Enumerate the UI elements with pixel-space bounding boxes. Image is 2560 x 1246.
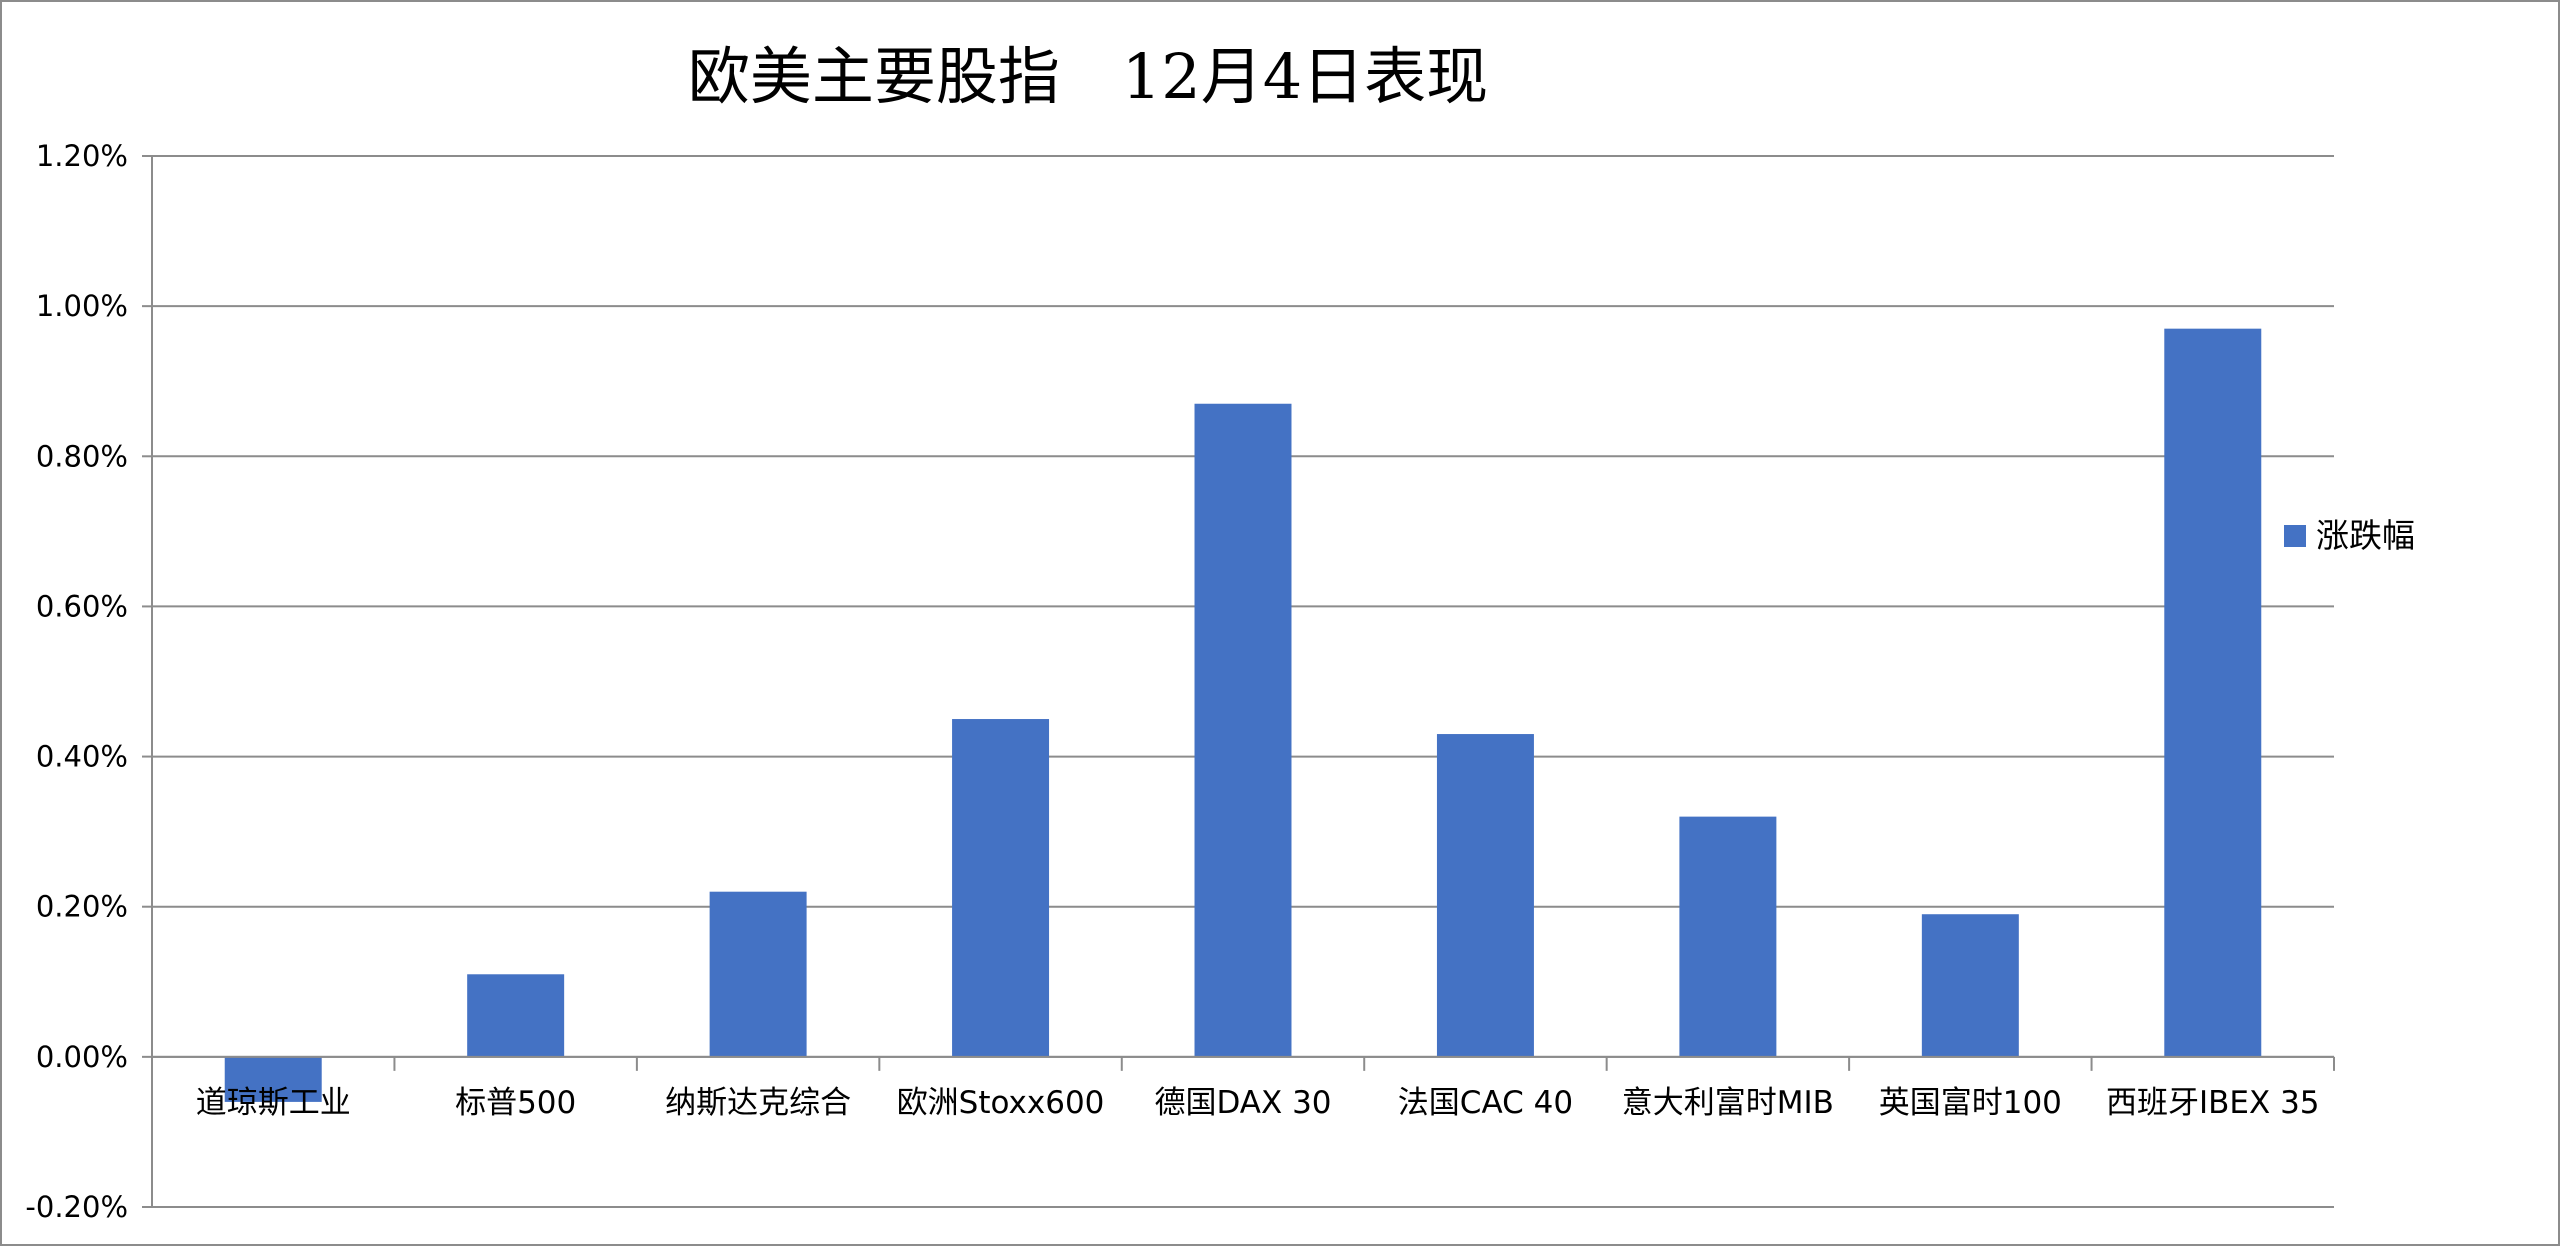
x-category-label: 欧洲Stoxx600	[897, 1085, 1105, 1121]
bar	[1679, 816, 1777, 1057]
x-category-label: 道琼斯工业	[196, 1085, 351, 1121]
y-tick-label: 0.20%	[36, 890, 128, 924]
x-category-labels: 道琼斯工业 标普500 纳斯达克综合 欧洲Stoxx600 德国DAX 30 法国CAC …	[196, 1085, 2320, 1121]
x-category-label: 德国DAX 30	[1154, 1085, 1331, 1121]
y-tick-label: -0.20%	[25, 1190, 128, 1224]
x-category-label: 意大利富时MIB	[1622, 1085, 1834, 1121]
x-category-label: 纳斯达克综合	[665, 1085, 851, 1121]
x-category-label: 法国CAC 40	[1398, 1085, 1573, 1121]
axes	[142, 155, 2335, 1208]
bar	[952, 719, 1050, 1057]
x-category-label: 西班牙IBEX 35	[2106, 1085, 2320, 1121]
chart-title: 欧美主要股指 12月4日表现	[688, 40, 1488, 113]
bar	[224, 1056, 322, 1102]
y-tick-label: 0.60%	[36, 589, 128, 623]
bar	[709, 891, 807, 1057]
x-category-label: 标普500	[455, 1085, 576, 1121]
legend: 涨跌幅	[2284, 516, 2415, 555]
y-tick-label: 0.00%	[36, 1040, 128, 1074]
y-tick-label: 1.00%	[36, 289, 128, 323]
bar	[1436, 734, 1534, 1057]
bar	[1921, 914, 2019, 1057]
bars	[224, 328, 2262, 1102]
legend-label: 涨跌幅	[2316, 516, 2415, 555]
legend-swatch	[2284, 525, 2306, 547]
bar	[467, 974, 565, 1057]
y-tick-labels: -0.20% 0.00% 0.20% 0.40% 0.60% 0.80% 1.00% 1.20…	[25, 139, 128, 1224]
bar	[2164, 328, 2262, 1057]
y-tick-label: 0.80%	[36, 439, 128, 473]
y-tick-label: 1.20%	[36, 139, 128, 173]
x-category-label: 英国富时100	[1879, 1085, 2062, 1121]
y-tick-label: 0.40%	[36, 740, 128, 774]
bar	[1194, 403, 1292, 1057]
